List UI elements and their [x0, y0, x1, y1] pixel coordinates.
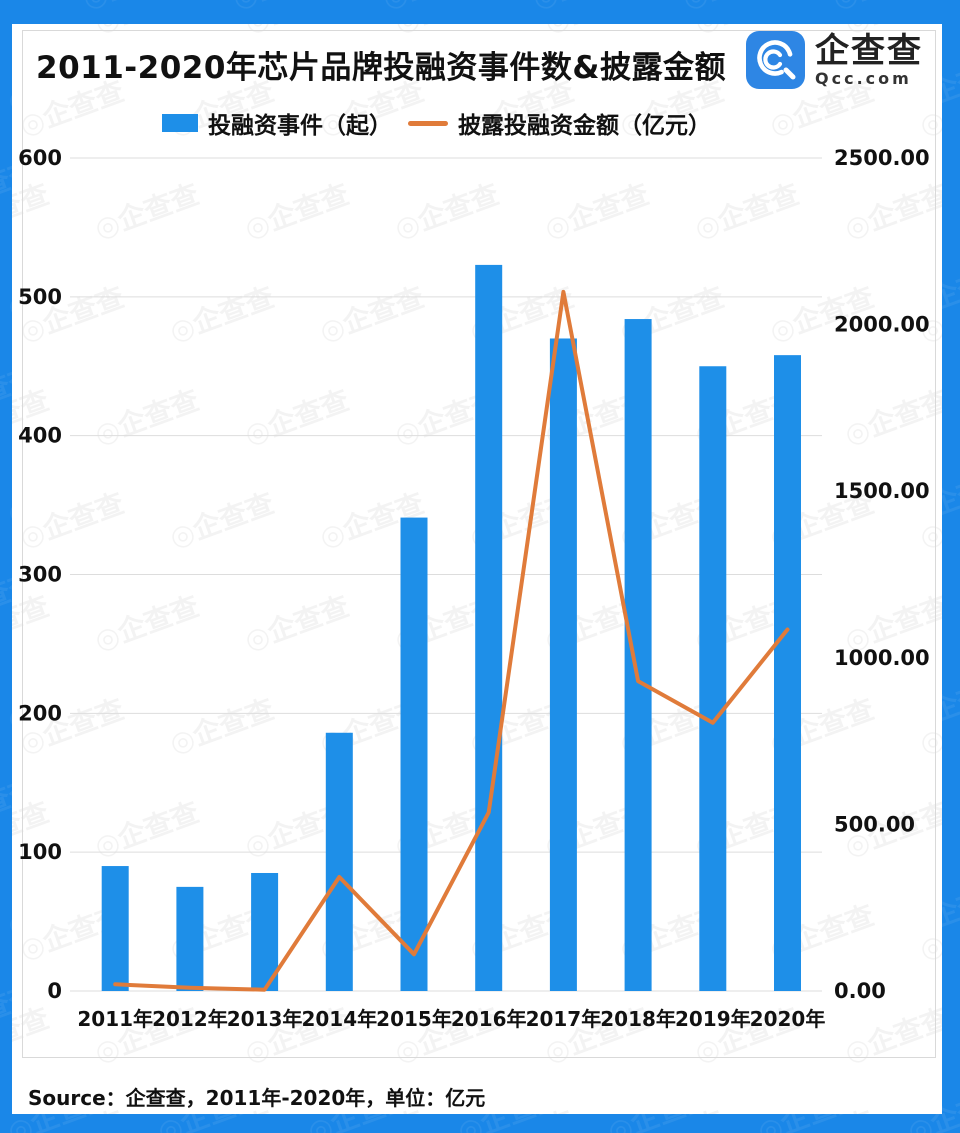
y-right-tick-label: 2000.00	[834, 313, 930, 337]
x-tick-label: 2013年	[227, 1007, 303, 1031]
bar-2015年	[400, 517, 428, 991]
chart-panel: ◎企查查◎企查查◎企查查◎企查查◎企查查◎企查查◎企查查◎企查查◎企查查◎企查查…	[12, 24, 942, 1114]
x-tick-label: 2011年	[77, 1007, 153, 1031]
bar-series-label: 投融资事件（起）	[208, 113, 392, 139]
watermark: ◎企查查	[376, 0, 492, 17]
bar-2017年	[549, 338, 577, 991]
y-left-tick-label: 0	[47, 979, 62, 1003]
x-tick-label: 2015年	[376, 1007, 452, 1031]
watermark: ◎企查查	[826, 0, 942, 17]
combo-chart: 0 100 200 300 400 500 600 0.00 500.00 1000.00 1500…	[18, 146, 930, 1031]
bar-2013年	[251, 872, 279, 991]
watermark: ◎企查查	[0, 0, 42, 17]
line-series-label: 披露投融资金额（亿元）	[458, 113, 711, 139]
bar-2016年	[475, 264, 503, 991]
qcc-logo-icon	[746, 31, 805, 89]
page-title: 2011-2020年芯片品牌投融资事件数&披露金额	[36, 50, 726, 86]
watermark: ◎企查查	[226, 0, 342, 17]
bar-2019年	[699, 366, 727, 991]
x-tick-label: 2017年	[526, 1007, 602, 1031]
x-tick-label: 2018年	[600, 1007, 676, 1031]
line-series-swatch	[408, 120, 448, 126]
y-left-tick-label: 500	[18, 285, 62, 309]
x-tick-label: 2020年	[750, 1007, 826, 1031]
x-tick-label: 2012年	[152, 1007, 228, 1031]
y-left-tick-label: 300	[18, 563, 62, 587]
qcc-logo-domain: Qcc.com	[815, 68, 912, 88]
y-right-tick-label: 500.00	[834, 812, 915, 836]
y-right-tick-label: 2500.00	[834, 146, 930, 170]
bar-2018年	[624, 319, 652, 992]
qcc-logo-name: 企查查	[815, 30, 923, 71]
watermark: ◎企查查	[676, 0, 792, 17]
x-tick-label: 2014年	[301, 1007, 377, 1031]
y-left-tick-label: 200	[18, 701, 62, 725]
legend-item-bar: 投融资事件（起）	[162, 106, 392, 140]
source-note: Source：企查查，2011年-2020年，单位：亿元	[28, 1086, 486, 1110]
qcc-logo: 企查查 Qcc.com	[746, 31, 923, 89]
watermark: ◎企查查	[76, 0, 192, 17]
y-left-tick-label: 600	[18, 146, 62, 170]
bar-2020年	[774, 355, 801, 992]
amount-line-series	[113, 289, 790, 992]
chart-legend: 投融资事件（起） 披露投融资金额（亿元）	[162, 106, 711, 140]
y-right-tick-label: 1500.00	[834, 479, 930, 503]
y-right-tick-label: 1000.00	[834, 646, 930, 670]
y-left-tick-label: 400	[18, 424, 62, 448]
x-tick-label: 2016年	[451, 1007, 527, 1031]
bar-2012年	[176, 886, 204, 991]
legend-item-line: 披露投融资金额（亿元）	[408, 106, 711, 140]
watermark: ◎企查查	[526, 0, 642, 17]
y-left-tick-label: 100	[18, 840, 62, 864]
bar-series-swatch	[162, 114, 198, 132]
bar-2014年	[325, 732, 353, 991]
x-tick-label: 2019年	[675, 1007, 751, 1031]
bar-2011年	[101, 866, 129, 991]
y-right-tick-label: 0.00	[834, 979, 886, 1003]
